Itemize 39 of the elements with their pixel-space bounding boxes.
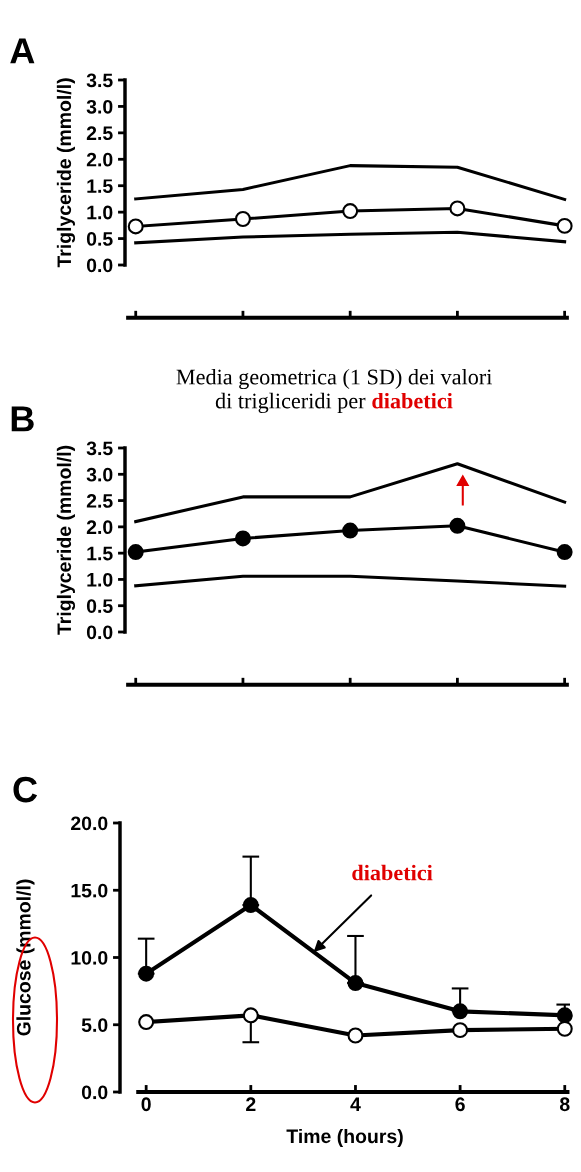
y-tick-label: 0.0 <box>86 625 113 640</box>
y-tick-label: 20.0 <box>71 816 108 831</box>
y-tick-label: 1.0 <box>87 205 113 220</box>
chart-subtitle: Media geometrica (1 SD) dei valori di trigliceridi per diabetici <box>176 368 492 414</box>
chart-title: B <box>11 406 34 432</box>
y-tick-label: 1.5 <box>87 179 113 193</box>
y-tick-label: 5.0 <box>81 1018 108 1032</box>
y-tick-label: 2.5 <box>86 126 113 141</box>
y-tick-label: 0.5 <box>86 599 113 613</box>
y-tick-label: 3.5 <box>86 73 113 88</box>
y-tick-label: 1.0 <box>87 572 113 587</box>
y-tick-label: 3.0 <box>86 99 113 114</box>
y-tick-label: 0.0 <box>86 258 113 273</box>
y-axis-title: Triglyceride (mmol/l) <box>56 78 76 268</box>
line-series <box>134 574 567 588</box>
y-tick-label: 0.0 <box>81 1085 108 1100</box>
x-tick-label: 2 <box>246 1097 256 1111</box>
line-series <box>134 462 567 524</box>
y-tick-label: 1.5 <box>87 546 113 561</box>
x-tick-label: 4 <box>350 1097 361 1111</box>
y-tick-label: 2.0 <box>86 520 113 535</box>
line-series <box>134 164 567 201</box>
x-axis-title: Time (hours) <box>286 1128 403 1147</box>
chart-title: C <box>13 776 38 803</box>
x-tick-label: 6 <box>455 1097 465 1112</box>
y-tick-label: 2.5 <box>86 494 113 508</box>
y-axis-title: Glucose (mmol/l) <box>16 879 35 1036</box>
y-tick-label: 3.0 <box>86 467 113 482</box>
x-tick-label: 0 <box>141 1097 151 1112</box>
y-tick-label: 10.0 <box>71 950 108 965</box>
chart-title: A <box>10 38 35 64</box>
x-tick-label: 8 <box>559 1097 570 1112</box>
y-tick-label: 3.5 <box>86 441 113 456</box>
line-series <box>134 230 567 245</box>
y-tick-label: 2.0 <box>86 152 113 167</box>
annotation: diabetici <box>352 864 433 881</box>
y-tick-label: 15.0 <box>71 883 108 898</box>
y-tick-label: 0.5 <box>86 232 113 246</box>
y-axis-title: Triglyceride (mmol/l) <box>56 445 76 635</box>
